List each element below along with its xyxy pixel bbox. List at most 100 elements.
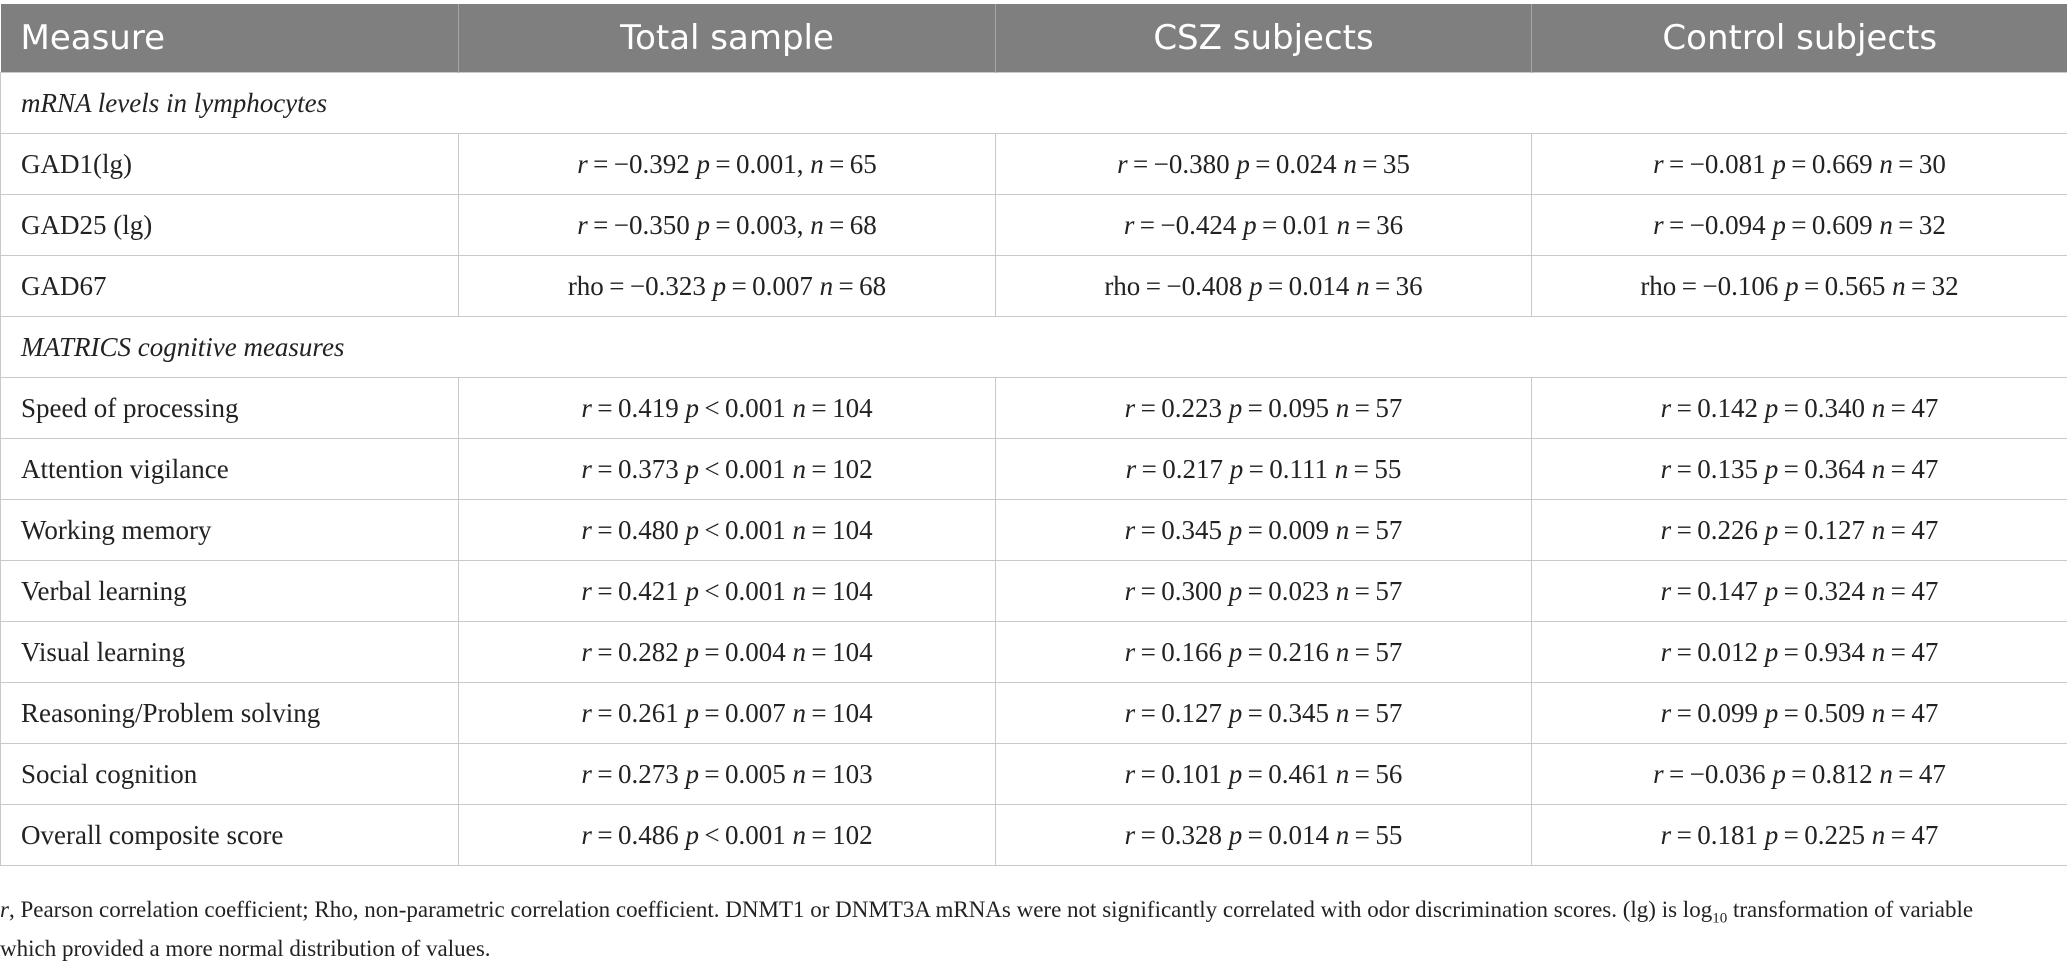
n-value: = 55 xyxy=(1349,820,1402,850)
stat-symbol: r xyxy=(581,393,592,423)
stat-value: = 0.012 xyxy=(1671,637,1758,667)
stat-cell: rho = −0.408 p = 0.014 n = 36 xyxy=(996,256,1532,317)
p-value: = 0.005 xyxy=(699,759,786,789)
stat-value: = 0.480 xyxy=(592,515,679,545)
stat-value: = 0.135 xyxy=(1671,454,1758,484)
stat-value: = −0.036 xyxy=(1664,759,1766,789)
p-symbol: p xyxy=(685,576,699,606)
n-value: = 35 xyxy=(1357,149,1410,179)
correlation-table: Measure Total sample CSZ subjects Contro… xyxy=(0,4,2067,866)
n-symbol: n xyxy=(1356,271,1370,301)
n-value: = 47 xyxy=(1893,759,1946,789)
p-value: = 0.461 xyxy=(1242,759,1329,789)
p-value: < 0.001 xyxy=(699,393,786,423)
n-value: = 32 xyxy=(1906,271,1959,301)
p-symbol: p xyxy=(713,271,727,301)
p-symbol: p xyxy=(1230,454,1244,484)
p-symbol: p xyxy=(1765,820,1779,850)
measure-label: Overall composite score xyxy=(1,805,459,866)
stat-value: = −0.323 xyxy=(604,271,706,301)
p-symbol: p xyxy=(685,454,699,484)
stat-symbol: rho xyxy=(1640,271,1676,301)
n-symbol: n xyxy=(1337,210,1351,240)
n-symbol: n xyxy=(1336,698,1350,728)
section-row: mRNA levels in lymphocytes xyxy=(1,73,2067,134)
p-symbol: p xyxy=(685,698,699,728)
n-value: = 47 xyxy=(1885,576,1938,606)
stat-cell: r = 0.223 p = 0.095 n = 57 xyxy=(996,378,1532,439)
p-symbol: p xyxy=(1765,576,1779,606)
stat-symbol: rho xyxy=(1104,271,1140,301)
stat-value: = 0.142 xyxy=(1671,393,1758,423)
stat-symbol: r xyxy=(1661,576,1672,606)
stat-cell: r = 0.373 p < 0.001 n = 102 xyxy=(459,439,996,500)
stat-value: = 0.486 xyxy=(592,820,679,850)
p-value: = 0.225 xyxy=(1778,820,1865,850)
stat-value: = 0.099 xyxy=(1671,698,1758,728)
n-symbol: n xyxy=(1879,210,1893,240)
p-symbol: p xyxy=(685,759,699,789)
stat-symbol: r xyxy=(1653,149,1664,179)
stat-cell: r = 0.419 p < 0.001 n = 104 xyxy=(459,378,996,439)
stat-symbol: r xyxy=(1653,759,1664,789)
stat-value: = 0.127 xyxy=(1135,698,1222,728)
p-symbol: p xyxy=(1229,576,1243,606)
stat-value: = 0.223 xyxy=(1135,393,1222,423)
n-value: = 36 xyxy=(1350,210,1403,240)
stat-cell: rho = −0.323 p = 0.007 n = 68 xyxy=(459,256,996,317)
n-value: = 68 xyxy=(833,271,886,301)
stat-value: = −0.380 xyxy=(1128,149,1230,179)
measure-label: Reasoning/Problem solving xyxy=(1,683,459,744)
p-value: < 0.001 xyxy=(699,820,786,850)
n-value: = 104 xyxy=(806,698,873,728)
measure-label: Visual learning xyxy=(1,622,459,683)
n-value: = 102 xyxy=(806,454,873,484)
stat-symbol: r xyxy=(581,515,592,545)
p-value: = 0.024 xyxy=(1250,149,1337,179)
n-value: = 56 xyxy=(1349,759,1402,789)
p-value: = 0.609 xyxy=(1786,210,1873,240)
n-symbol: n xyxy=(1872,637,1886,667)
stat-cell: r = −0.036 p = 0.812 n = 47 xyxy=(1532,744,2067,805)
stat-cell: r = −0.424 p = 0.01 n = 36 xyxy=(996,195,1532,256)
stat-symbol: r xyxy=(581,454,592,484)
stat-cell: r = 0.099 p = 0.509 n = 47 xyxy=(1532,683,2067,744)
n-symbol: n xyxy=(1872,393,1886,423)
n-symbol: n xyxy=(1336,759,1350,789)
n-value: = 36 xyxy=(1370,271,1423,301)
p-symbol: p xyxy=(1765,393,1779,423)
n-value: = 104 xyxy=(806,637,873,667)
p-value: = 0.324 xyxy=(1778,576,1865,606)
stat-cell: r = 0.480 p < 0.001 n = 104 xyxy=(459,500,996,561)
n-value: = 57 xyxy=(1349,576,1402,606)
p-value: = 0.001, xyxy=(710,149,804,179)
stat-value: = −0.106 xyxy=(1676,271,1778,301)
stat-cell: r = 0.300 p = 0.023 n = 57 xyxy=(996,561,1532,622)
stat-symbol: r xyxy=(577,149,588,179)
stat-value: = 0.273 xyxy=(592,759,679,789)
p-symbol: p xyxy=(1229,515,1243,545)
p-value: < 0.001 xyxy=(699,576,786,606)
stat-cell: r = 0.166 p = 0.216 n = 57 xyxy=(996,622,1532,683)
header-csz-subjects: CSZ subjects xyxy=(996,4,1532,73)
stat-cell: r = 0.345 p = 0.009 n = 57 xyxy=(996,500,1532,561)
header-total-sample: Total sample xyxy=(459,4,996,73)
n-value: = 103 xyxy=(806,759,873,789)
stat-value: = 0.421 xyxy=(592,576,679,606)
stat-symbol: r xyxy=(1124,210,1135,240)
measure-label: GAD1(lg) xyxy=(1,134,459,195)
n-symbol: n xyxy=(1879,759,1893,789)
p-value: = 0.565 xyxy=(1799,271,1886,301)
stat-symbol: r xyxy=(1661,820,1672,850)
stat-cell: r = −0.392 p = 0.001, n = 65 xyxy=(459,134,996,195)
stat-symbol: r xyxy=(1661,698,1672,728)
stat-cell: r = 0.328 p = 0.014 n = 55 xyxy=(996,805,1532,866)
p-value: = 0.812 xyxy=(1786,759,1873,789)
n-symbol: n xyxy=(1872,576,1886,606)
n-symbol: n xyxy=(1343,149,1357,179)
n-symbol: n xyxy=(793,454,807,484)
table-footnote: r, Pearson correlation coefficient; Rho,… xyxy=(0,895,2030,964)
header-measure: Measure xyxy=(1,4,459,73)
footnote-text-part1: , Pearson correlation coefficient; Rho, … xyxy=(9,897,1712,922)
